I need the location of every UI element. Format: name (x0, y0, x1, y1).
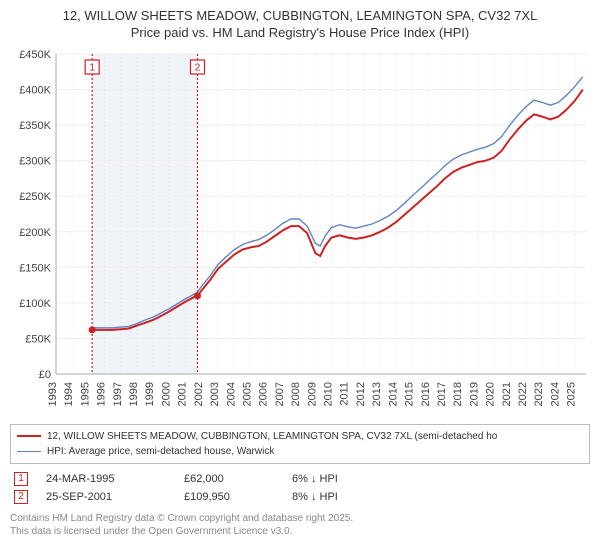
svg-text:2020: 2020 (485, 382, 497, 406)
legend-swatch-red (17, 435, 41, 437)
svg-text:2001: 2001 (177, 382, 189, 406)
footer-line-2: This data is licensed under the Open Gov… (10, 525, 590, 538)
svg-text:£100K: £100K (19, 298, 51, 310)
svg-text:£50K: £50K (25, 333, 51, 345)
svg-text:2022: 2022 (517, 382, 529, 406)
svg-text:2016: 2016 (420, 382, 432, 406)
svg-text:2: 2 (195, 62, 201, 73)
legend-row-property: 12, WILLOW SHEETS MEADOW, CUBBINGTON, LE… (17, 429, 583, 444)
footer-line-1: Contains HM Land Registry data © Crown c… (10, 512, 590, 525)
svg-text:2010: 2010 (323, 382, 335, 406)
transaction-price: £109,950 (184, 491, 274, 503)
transaction-marker: 1 (14, 472, 28, 486)
svg-text:2014: 2014 (387, 382, 399, 406)
svg-text:2021: 2021 (501, 382, 513, 406)
copyright-footer: Contains HM Land Registry data © Crown c… (10, 512, 590, 538)
legend: 12, WILLOW SHEETS MEADOW, CUBBINGTON, LE… (10, 424, 590, 464)
svg-text:£0: £0 (39, 369, 51, 381)
svg-text:£400K: £400K (19, 84, 51, 96)
transaction-date: 24-MAR-1995 (46, 473, 166, 485)
svg-text:1993: 1993 (47, 382, 59, 406)
transaction-price: £62,000 (184, 473, 274, 485)
svg-text:2017: 2017 (436, 382, 448, 406)
transaction-date: 25-SEP-2001 (46, 491, 166, 503)
svg-text:£200K: £200K (19, 227, 51, 239)
svg-text:£350K: £350K (19, 120, 51, 132)
svg-text:2008: 2008 (290, 382, 302, 406)
svg-text:£450K: £450K (19, 49, 51, 61)
svg-text:1998: 1998 (128, 382, 140, 406)
svg-text:2004: 2004 (225, 382, 237, 406)
svg-text:1: 1 (89, 62, 95, 73)
svg-text:2018: 2018 (452, 382, 464, 406)
svg-text:2006: 2006 (258, 382, 270, 406)
svg-text:2024: 2024 (549, 382, 561, 406)
legend-row-hpi: HPI: Average price, semi-detached house,… (17, 444, 583, 459)
legend-swatch-blue (17, 451, 41, 452)
svg-text:£300K: £300K (19, 155, 51, 167)
svg-text:1996: 1996 (96, 382, 108, 406)
chart-title-block: 12, WILLOW SHEETS MEADOW, CUBBINGTON, LE… (10, 8, 590, 42)
svg-text:2002: 2002 (193, 382, 205, 406)
transaction-row: 1 24-MAR-1995 £62,000 6% ↓ HPI (10, 470, 590, 488)
svg-text:£150K: £150K (19, 262, 51, 274)
svg-text:2025: 2025 (566, 382, 578, 406)
svg-text:2015: 2015 (404, 382, 416, 406)
svg-text:1995: 1995 (79, 382, 91, 406)
svg-text:2011: 2011 (339, 382, 351, 406)
svg-text:2005: 2005 (241, 382, 253, 406)
svg-text:£250K: £250K (19, 191, 51, 203)
svg-text:2009: 2009 (306, 382, 318, 406)
legend-label-property: 12, WILLOW SHEETS MEADOW, CUBBINGTON, LE… (47, 429, 497, 444)
svg-text:2012: 2012 (355, 382, 367, 406)
transactions-table: 1 24-MAR-1995 £62,000 6% ↓ HPI 2 25-SEP-… (10, 470, 590, 506)
transaction-marker: 2 (14, 490, 28, 504)
svg-text:2013: 2013 (371, 382, 383, 406)
svg-text:2000: 2000 (160, 382, 172, 406)
legend-label-hpi: HPI: Average price, semi-detached house,… (47, 444, 274, 459)
price-chart: £0 £50K £100K £150K £200K £250K £300K £350K £400… (10, 48, 590, 418)
svg-text:1997: 1997 (112, 382, 124, 406)
transaction-delta: 8% ↓ HPI (292, 491, 392, 503)
transaction-row: 2 25-SEP-2001 £109,950 8% ↓ HPI (10, 488, 590, 506)
transaction-delta: 6% ↓ HPI (292, 473, 392, 485)
svg-text:2019: 2019 (468, 382, 480, 406)
svg-text:2003: 2003 (209, 382, 221, 406)
title-line-1: 12, WILLOW SHEETS MEADOW, CUBBINGTON, LE… (10, 8, 590, 25)
svg-text:2007: 2007 (274, 382, 286, 406)
svg-text:1999: 1999 (144, 382, 156, 406)
svg-text:2023: 2023 (533, 382, 545, 406)
svg-text:1994: 1994 (63, 382, 75, 406)
title-line-2: Price paid vs. HM Land Registry's House … (10, 25, 590, 42)
